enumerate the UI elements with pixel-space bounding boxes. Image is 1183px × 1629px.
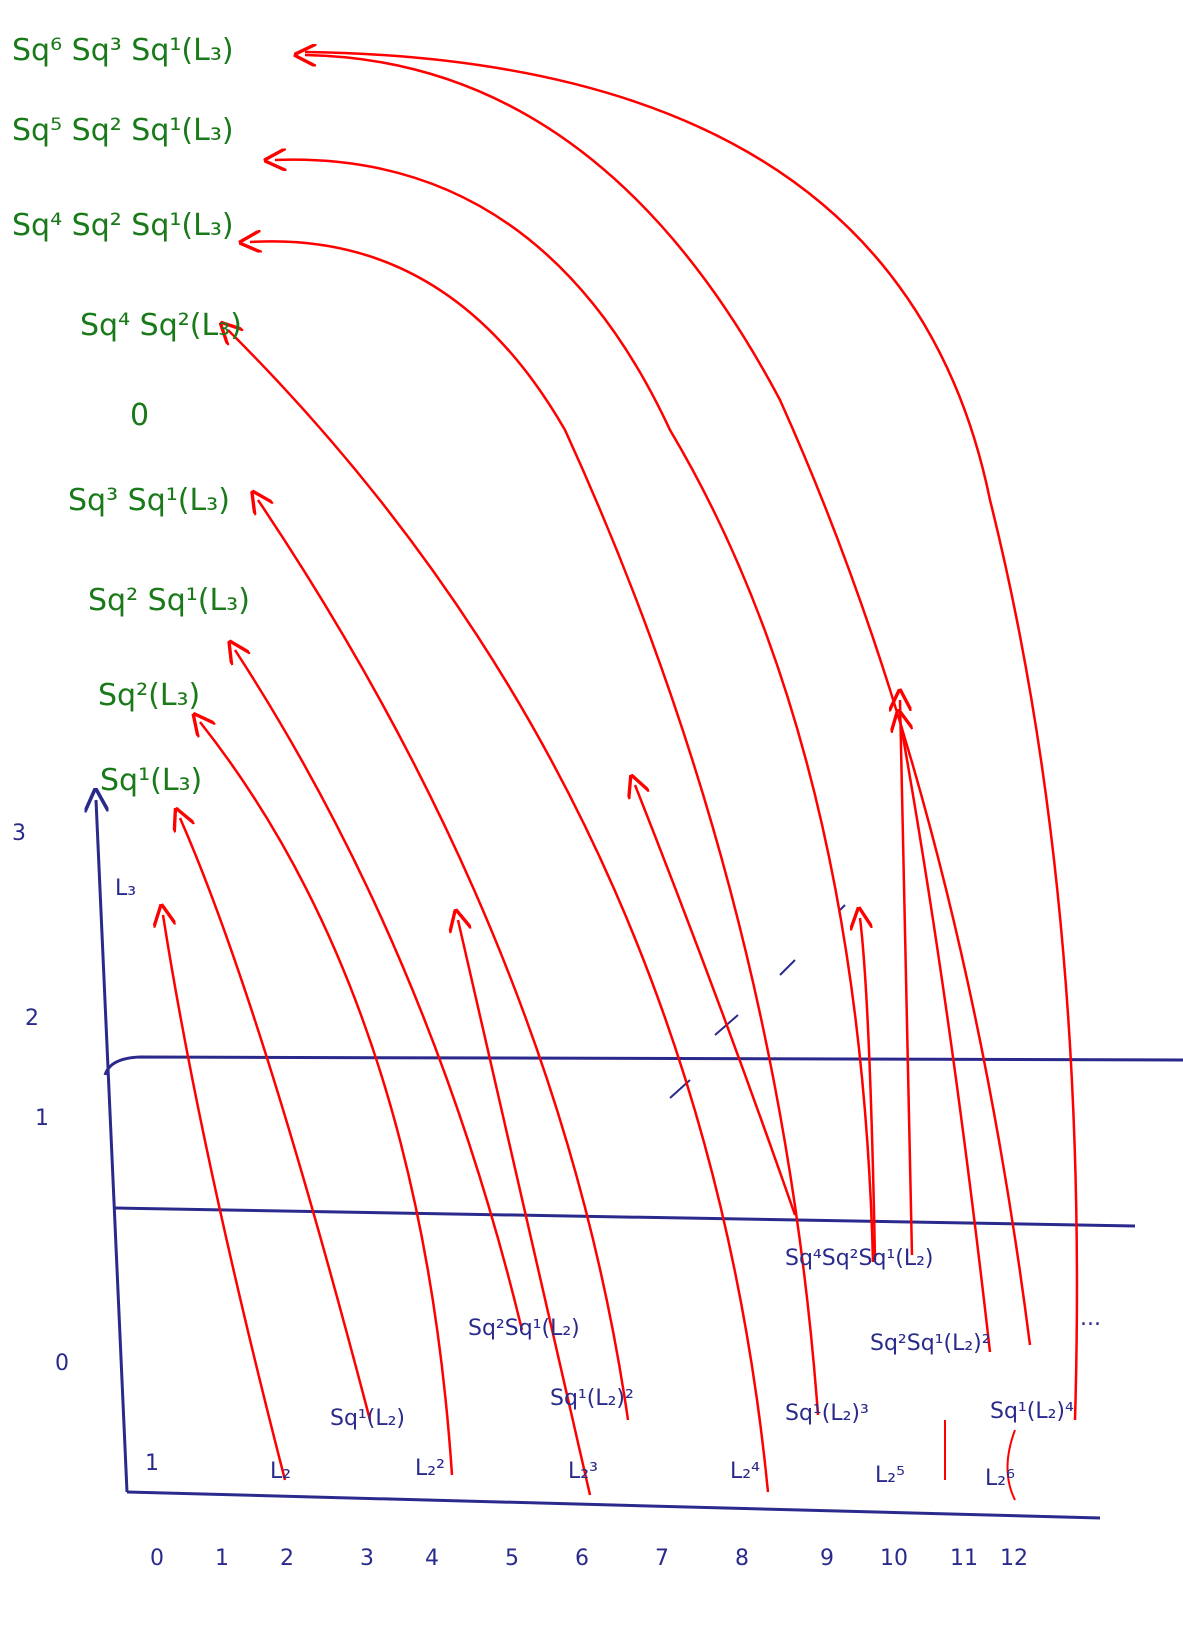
x-axis [127,1492,1100,1518]
x-label: 1 [215,1546,229,1571]
x-label: 6 [575,1546,589,1571]
x-label: 7 [655,1546,669,1571]
x-label: 5 [505,1546,519,1571]
target-label: Sq³ Sq¹(L₃) [68,483,230,518]
row2-label: Sq²Sq¹(L₂)² [870,1331,991,1356]
y-label: 2 [25,1006,39,1031]
arrow [275,160,873,1262]
row1-label: Sq¹(L₂) [330,1406,405,1431]
x-label: 9 [820,1546,834,1571]
target-label: Sq²(L₃) [98,678,200,713]
ellipsis: ... [1080,1306,1101,1331]
x-label: 12 [1000,1546,1028,1571]
arrow [258,500,628,1420]
target-label: Sq⁴ Sq² Sq¹(L₃) [12,208,234,243]
y-label: 3 [12,821,26,846]
x-label: 8 [735,1546,749,1571]
x-label: 2 [280,1546,294,1571]
row2-label: Sq⁴Sq²Sq¹(L₂) [785,1246,934,1271]
row-line [115,1208,1135,1226]
row1-label: Sq¹(L₂)² [550,1386,634,1411]
arrow [180,818,370,1420]
arrow [305,55,1030,1345]
x-label: 3 [360,1546,374,1571]
target-label: Sq⁵ Sq² Sq¹(L₃) [12,113,234,148]
y-label: 0 [55,1351,69,1376]
row0-label: 1 [145,1451,159,1476]
y-label: 1 [35,1106,49,1131]
arrow [200,722,452,1475]
x-label: 0 [150,1546,164,1571]
arrow [250,241,818,1415]
x-label: 4 [425,1546,439,1571]
row0-label: L₂² [415,1456,445,1481]
arrow [163,915,285,1480]
arrow [235,650,522,1330]
row1-label: Sq¹(L₂)³ [785,1401,869,1426]
y-axis [96,800,127,1492]
target-label: Sq¹(L₃) [100,763,202,798]
target-label: Sq⁴ Sq²(L₃) [80,308,242,343]
l3-label: L₃ [115,876,136,901]
row0-label: L₂ [270,1459,291,1484]
target-label: Sq⁶ Sq³ Sq¹(L₃) [12,33,234,68]
target-label: Sq² Sq¹(L₃) [88,583,250,618]
target-label: 0 [130,398,149,433]
row2-label: Sq²Sq¹(L₂) [468,1316,580,1341]
row0-label: L₂⁴ [730,1459,760,1484]
row1-label: Sq¹(L₂)⁴ [990,1399,1074,1424]
x-label: 10 [880,1546,908,1571]
diagram: Sq⁶ Sq³ Sq¹(L₃) Sq⁵ Sq² Sq¹(L₃) Sq⁴ Sq² Sq… [0,0,1183,1629]
arrows [163,52,1077,1500]
row0-label: L₂⁶ [985,1466,1015,1491]
row0-label: L₂³ [568,1459,598,1484]
row0-label: L₂⁵ [875,1463,905,1488]
x-label: 11 [950,1546,978,1571]
